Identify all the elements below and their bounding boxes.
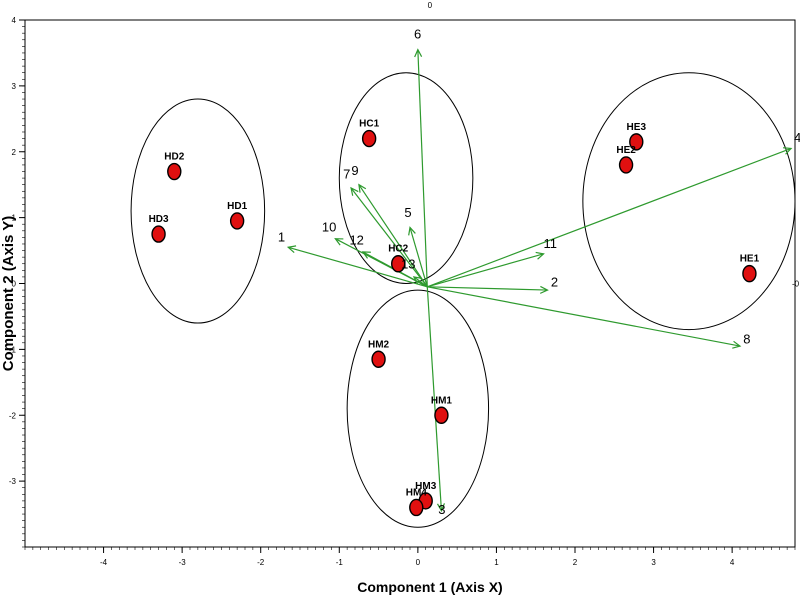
x-tick-label: -1 (336, 558, 344, 567)
y-tick-label: 0 (12, 280, 17, 289)
group-ellipse (130, 98, 266, 324)
vector-arrowhead (414, 48, 423, 58)
vector-label: 9 (351, 163, 358, 178)
vector-label: 7 (343, 166, 350, 181)
vector-arrowhead (350, 186, 359, 196)
sample-point (151, 225, 166, 243)
loading-vector (427, 286, 741, 347)
sample-point (618, 156, 634, 174)
vector-label: 1 (278, 229, 285, 244)
vector-label: 2 (551, 274, 558, 289)
group-ellipse (346, 289, 490, 528)
point-label: HM4 (406, 487, 428, 498)
vector-arrowhead (535, 251, 545, 260)
x-tick-label: 1 (494, 558, 499, 567)
vector-label: 6 (414, 27, 421, 42)
vector-arrowhead (436, 503, 446, 513)
vector-arrowhead (412, 276, 422, 285)
x-tick-label: 2 (573, 558, 578, 567)
point-label: HM1 (431, 395, 453, 406)
group-ellipse (338, 72, 474, 285)
vector-label: 4 (794, 130, 800, 145)
point-label: HE2 (616, 145, 636, 156)
sample-point (629, 133, 644, 151)
y-tick-label: 3 (12, 82, 17, 91)
y-tick-label: 4 (12, 16, 17, 25)
loading-vector (409, 227, 428, 287)
y-tick-label: 1 (12, 214, 17, 223)
sample-point (361, 129, 377, 148)
point-label: HD3 (149, 214, 169, 225)
loading-vector (427, 253, 544, 288)
sample-point (391, 255, 406, 273)
vector-label: 12 (349, 233, 363, 248)
y-tick-label: -1 (9, 345, 17, 354)
vector-label: 5 (404, 205, 411, 220)
y-axis-title: Component 2 (Axis Y) (0, 216, 17, 372)
x-tick-label: -3 (179, 558, 187, 567)
vector-label: 11 (544, 236, 558, 251)
loading-vector (427, 147, 792, 288)
point-label: HC1 (359, 119, 379, 130)
point-label: HM2 (368, 339, 390, 350)
vector-arrowhead (408, 226, 416, 236)
loading-vector (417, 49, 428, 287)
vector-arrowhead (732, 340, 742, 349)
y-tick-label: -2 (9, 411, 17, 420)
y-tick-label: 2 (12, 148, 17, 157)
loading-vector (350, 187, 428, 288)
x-tick-label: 0 (416, 558, 421, 567)
sample-point (434, 406, 449, 424)
vector-arrowhead (783, 147, 793, 155)
sample-point (167, 162, 182, 181)
group-ellipse (582, 72, 796, 331)
y-tick-label: -3 (9, 477, 17, 486)
vector-arrowhead (539, 285, 549, 294)
vector-arrowhead (361, 251, 371, 259)
point-label: HM3 (415, 481, 437, 492)
loading-vector (426, 286, 443, 511)
loading-vector (413, 276, 428, 288)
sample-point (229, 212, 245, 230)
vector-arrowhead (334, 238, 344, 246)
top-origin-mark: 0 (428, 1, 433, 10)
vector-label: 13 (401, 257, 415, 272)
vector-label: 8 (743, 331, 750, 346)
point-label: HD2 (164, 152, 184, 163)
loading-vector (288, 246, 428, 288)
right-origin-mark: -0 (792, 280, 800, 289)
x-tick-label: -2 (257, 558, 265, 567)
vector-arrowhead (358, 183, 367, 193)
loading-vector (358, 184, 428, 288)
x-tick-label: 4 (730, 558, 735, 567)
point-label: HE1 (740, 254, 760, 265)
x-tick-label: 3 (651, 558, 656, 567)
point-label: HD1 (227, 201, 247, 212)
sample-point (409, 498, 424, 517)
point-label: HE3 (627, 122, 647, 133)
x-axis-title: Component 1 (Axis X) (357, 579, 502, 595)
vector-label: 10 (322, 219, 336, 234)
sample-point (371, 350, 386, 368)
point-label: HC2 (388, 244, 408, 255)
sample-point (742, 264, 757, 283)
loading-vector (427, 286, 548, 291)
vector-label: 3 (438, 502, 445, 517)
vector-arrowhead (286, 245, 297, 254)
x-tick-label: -4 (100, 558, 108, 567)
